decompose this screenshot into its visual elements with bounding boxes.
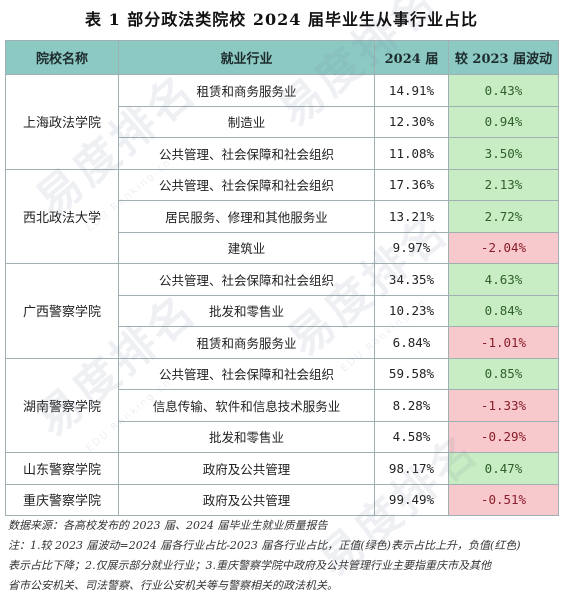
note-line: 省市公安机关、司法警察、行业公安机关等与警察相关的政法机关。	[8, 579, 338, 592]
share-2024-cell: 10.23%	[374, 294, 449, 327]
footnotes: 数据来源：各高校发布的 2023 届、2024 届毕业生就业质量报告 注：1.较…	[8, 516, 556, 596]
table-row: 批发和零售业 10.23% 0.84%	[6, 294, 559, 327]
industry-cell: 信息传输、软件和信息技术服务业	[118, 389, 375, 422]
industry-cell: 公共管理、社会保障和社会组织	[118, 357, 375, 390]
school-name-cell: 上海政法学院	[5, 74, 119, 170]
share-2024-cell: 11.08%	[374, 137, 449, 170]
change-negative-cell: -2.04%	[448, 231, 559, 264]
industry-cell: 租赁和商务服务业	[118, 326, 375, 359]
change-positive-cell: 0.84%	[448, 294, 559, 327]
table-row: 广西警察学院 公共管理、社会保障和社会组织 34.35% 4.63%	[5, 263, 559, 359]
note-line: 注：1.较 2023 届波动=2024 届各行业占比-2023 届各行业占比，正…	[8, 539, 521, 552]
table-row: 西北政法大学 公共管理、社会保障和社会组织 17.36% 2.13%	[5, 168, 559, 264]
change-positive-cell: 3.50%	[448, 137, 559, 170]
change-negative-cell: -1.01%	[448, 326, 559, 359]
table-row: 公共管理、社会保障和社会组织 11.08% 3.50%	[6, 137, 559, 170]
header-row: 院校名称 就业行业 2024 届 较 2023 届波动	[5, 40, 559, 75]
change-positive-cell: 2.13%	[448, 168, 559, 201]
header-school: 院校名称	[5, 40, 119, 75]
change-positive-cell: 0.85%	[448, 357, 559, 390]
table-row: 湖南警察学院 公共管理、社会保障和社会组织 59.58% 0.85%	[5, 357, 559, 453]
share-2024-cell: 13.21%	[374, 200, 449, 233]
table-title: 表 1 部分政法类院校 2024 届毕业生从事行业占比	[85, 10, 478, 29]
school-name-cell: 广西警察学院	[5, 263, 119, 359]
share-2024-cell: 8.28%	[374, 389, 449, 422]
industry-cell: 租赁和商务服务业	[118, 74, 375, 107]
change-positive-cell: 0.47%	[448, 452, 559, 485]
change-positive-cell: 0.43%	[448, 74, 559, 107]
change-negative-cell: -0.51%	[448, 483, 559, 516]
school-name-cell: 湖南警察学院	[5, 357, 119, 453]
share-2024-cell: 17.36%	[374, 168, 449, 201]
share-2024-cell: 59.58%	[374, 357, 449, 390]
change-positive-cell: 4.63%	[448, 263, 559, 296]
share-2024-cell: 14.91%	[374, 74, 449, 107]
industry-cell: 公共管理、社会保障和社会组织	[118, 137, 375, 170]
note-line: 表示占比下降；2.仅展示部分就业行业；3.重庆警察学院中政府及公共管理行业主要指…	[8, 559, 491, 572]
table-row: 租赁和商务服务业 6.84% -1.01%	[6, 326, 559, 359]
industry-cell: 政府及公共管理	[118, 483, 375, 516]
industry-cell: 建筑业	[118, 231, 375, 264]
industry-cell: 批发和零售业	[118, 294, 375, 327]
table-body: 上海政法学院 租赁和商务服务业 14.91% 0.43% 制造业 12.30% 0.94% 公…	[5, 74, 559, 516]
table-row: 批发和零售业 4.58% -0.29%	[6, 420, 559, 453]
header-change: 较 2023 届波动	[448, 40, 559, 75]
table-row: 山东警察学院 政府及公共管理 98.17% 0.47%	[5, 452, 559, 485]
share-2024-cell: 12.30%	[374, 105, 449, 138]
school-name-cell: 西北政法大学	[5, 168, 119, 264]
table-row: 居民服务、修理和其他服务业 13.21% 2.72%	[6, 200, 559, 233]
change-positive-cell: 2.72%	[448, 200, 559, 233]
industry-cell: 公共管理、社会保障和社会组织	[118, 263, 375, 296]
table-row: 建筑业 9.97% -2.04%	[6, 231, 559, 264]
change-negative-cell: -1.33%	[448, 389, 559, 422]
change-negative-cell: -0.29%	[448, 420, 559, 453]
industry-cell: 批发和零售业	[118, 420, 375, 453]
table-row: 信息传输、软件和信息技术服务业 8.28% -1.33%	[6, 389, 559, 422]
header-industry: 就业行业	[118, 40, 375, 75]
industry-cell: 制造业	[118, 105, 375, 138]
share-2024-cell: 9.97%	[374, 231, 449, 264]
change-positive-cell: 0.94%	[448, 105, 559, 138]
share-2024-cell: 34.35%	[374, 263, 449, 296]
share-2024-cell: 6.84%	[374, 326, 449, 359]
data-table: 院校名称 就业行业 2024 届 较 2023 届波动 上海政法学院 租赁和商务服…	[5, 40, 559, 516]
table-row: 制造业 12.30% 0.94%	[6, 105, 559, 138]
table-row: 重庆警察学院 政府及公共管理 99.49% -0.51%	[5, 483, 559, 516]
share-2024-cell: 4.58%	[374, 420, 449, 453]
school-name-cell: 重庆警察学院	[5, 483, 119, 516]
share-2024-cell: 98.17%	[374, 452, 449, 485]
note-source: 数据来源：各高校发布的 2023 届、2024 届毕业生就业质量报告	[8, 519, 328, 532]
industry-cell: 政府及公共管理	[118, 452, 375, 485]
industry-cell: 公共管理、社会保障和社会组织	[118, 168, 375, 201]
share-2024-cell: 99.49%	[374, 483, 449, 516]
school-name-cell: 山东警察学院	[5, 452, 119, 485]
industry-cell: 居民服务、修理和其他服务业	[118, 200, 375, 233]
table-row: 上海政法学院 租赁和商务服务业 14.91% 0.43%	[5, 74, 559, 170]
header-2024: 2024 届	[374, 40, 449, 75]
